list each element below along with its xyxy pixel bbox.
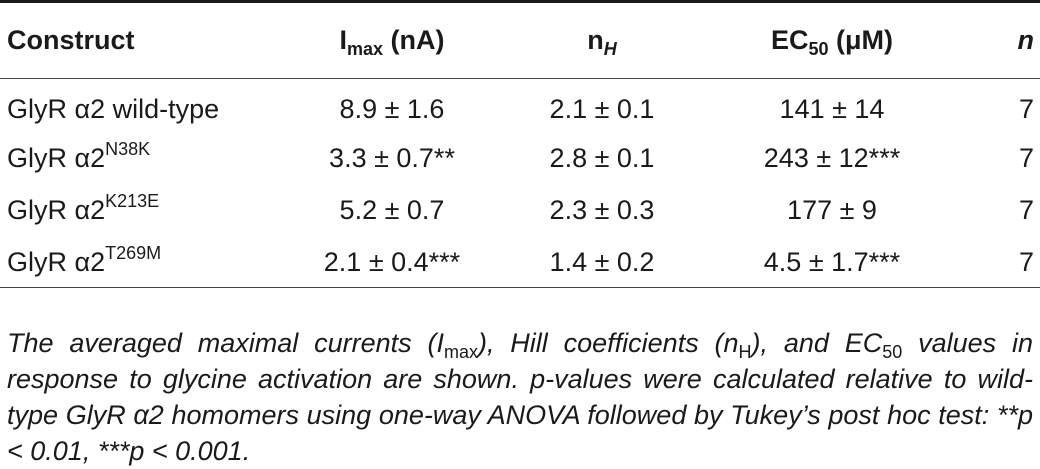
table-row: GlyR α2N38K 3.3 ± 0.7** 2.8 ± 0.1 243 ± … (0, 132, 1040, 184)
construct-mutation: K213E (105, 190, 160, 211)
header-ec50-unit: (μM) (828, 24, 894, 55)
construct-base: GlyR α2 (7, 194, 106, 225)
cell-n: 7 (1018, 194, 1034, 225)
construct-base: GlyR α2 (7, 142, 106, 173)
cell-construct: GlyR α2T269M (0, 236, 297, 288)
header-nh-main: n (587, 24, 604, 55)
cell-imax: 3.3 ± 0.7** (329, 142, 455, 173)
table-header-row: Construct Imax (nA) nH EC50 (μM) n (0, 0, 1040, 80)
header-construct: Construct (7, 24, 135, 55)
cell-nh: 2.1 ± 0.1 (549, 93, 655, 124)
header-ec50: EC50 (μM) (717, 0, 947, 80)
results-table: Construct Imax (nA) nH EC50 (μM) n GlyR … (0, 0, 1040, 288)
cell-n: 7 (1018, 246, 1034, 277)
header-ec50-sub: 50 (808, 38, 829, 59)
construct-mutation: T269M (105, 242, 162, 263)
header-imax-main: I (339, 24, 347, 55)
cell-n: 7 (1018, 142, 1034, 173)
cell-ec50: 4.5 ± 1.7*** (763, 246, 901, 277)
table-bottom-rule (0, 287, 1040, 288)
table-top-rule (0, 0, 1040, 3)
header-imax-unit: (nA) (383, 24, 445, 55)
cell-nh: 1.4 ± 0.2 (549, 246, 655, 277)
caption-part: ), and EC (751, 328, 883, 358)
cell-imax: 2.1 ± 0.4*** (323, 246, 461, 277)
cell-ec50: 177 ± 9 (787, 194, 877, 225)
cell-construct: GlyR α2 wild-type (0, 80, 297, 132)
caption-part: ), Hill coefficients (n (477, 328, 739, 358)
table-caption: The averaged maximal currents (Imax), Hi… (7, 325, 1033, 469)
cell-construct: GlyR α2N38K (0, 132, 297, 184)
cell-ec50: 141 ± 14 (779, 93, 885, 124)
cell-imax: 5.2 ± 0.7 (339, 194, 445, 225)
header-imax-sub: max (347, 38, 384, 59)
cell-nh: 2.8 ± 0.1 (549, 142, 655, 173)
caption-sub: 50 (882, 342, 903, 362)
table-row: GlyR α2 wild-type 8.9 ± 1.6 2.1 ± 0.1 14… (0, 80, 1040, 132)
header-nh-sub: H (603, 38, 617, 59)
cell-construct: GlyR α2K213E (0, 184, 297, 236)
construct-base: GlyR α2 (7, 246, 106, 277)
cell-n: 7 (1018, 93, 1034, 124)
table-header-rule (0, 78, 1040, 79)
construct-base: GlyR α2 wild-type (7, 93, 220, 124)
construct-mutation: N38K (105, 138, 151, 159)
table-row: GlyR α2K213E 5.2 ± 0.7 2.3 ± 0.3 177 ± 9… (0, 184, 1040, 236)
header-n: n (1017, 24, 1035, 55)
caption-part: The averaged maximal currents (I (7, 328, 444, 358)
caption-sub: H (738, 342, 752, 362)
table-row: GlyR α2T269M 2.1 ± 0.4*** 1.4 ± 0.2 4.5 … (0, 236, 1040, 288)
cell-imax: 8.9 ± 1.6 (339, 93, 445, 124)
header-imax: Imax (nA) (297, 0, 487, 80)
header-ec50-main: EC (770, 24, 809, 55)
cell-ec50: 243 ± 12*** (763, 142, 901, 173)
cell-nh: 2.3 ± 0.3 (549, 194, 655, 225)
caption-sub: max (443, 342, 478, 362)
header-nh: nH (487, 0, 717, 80)
